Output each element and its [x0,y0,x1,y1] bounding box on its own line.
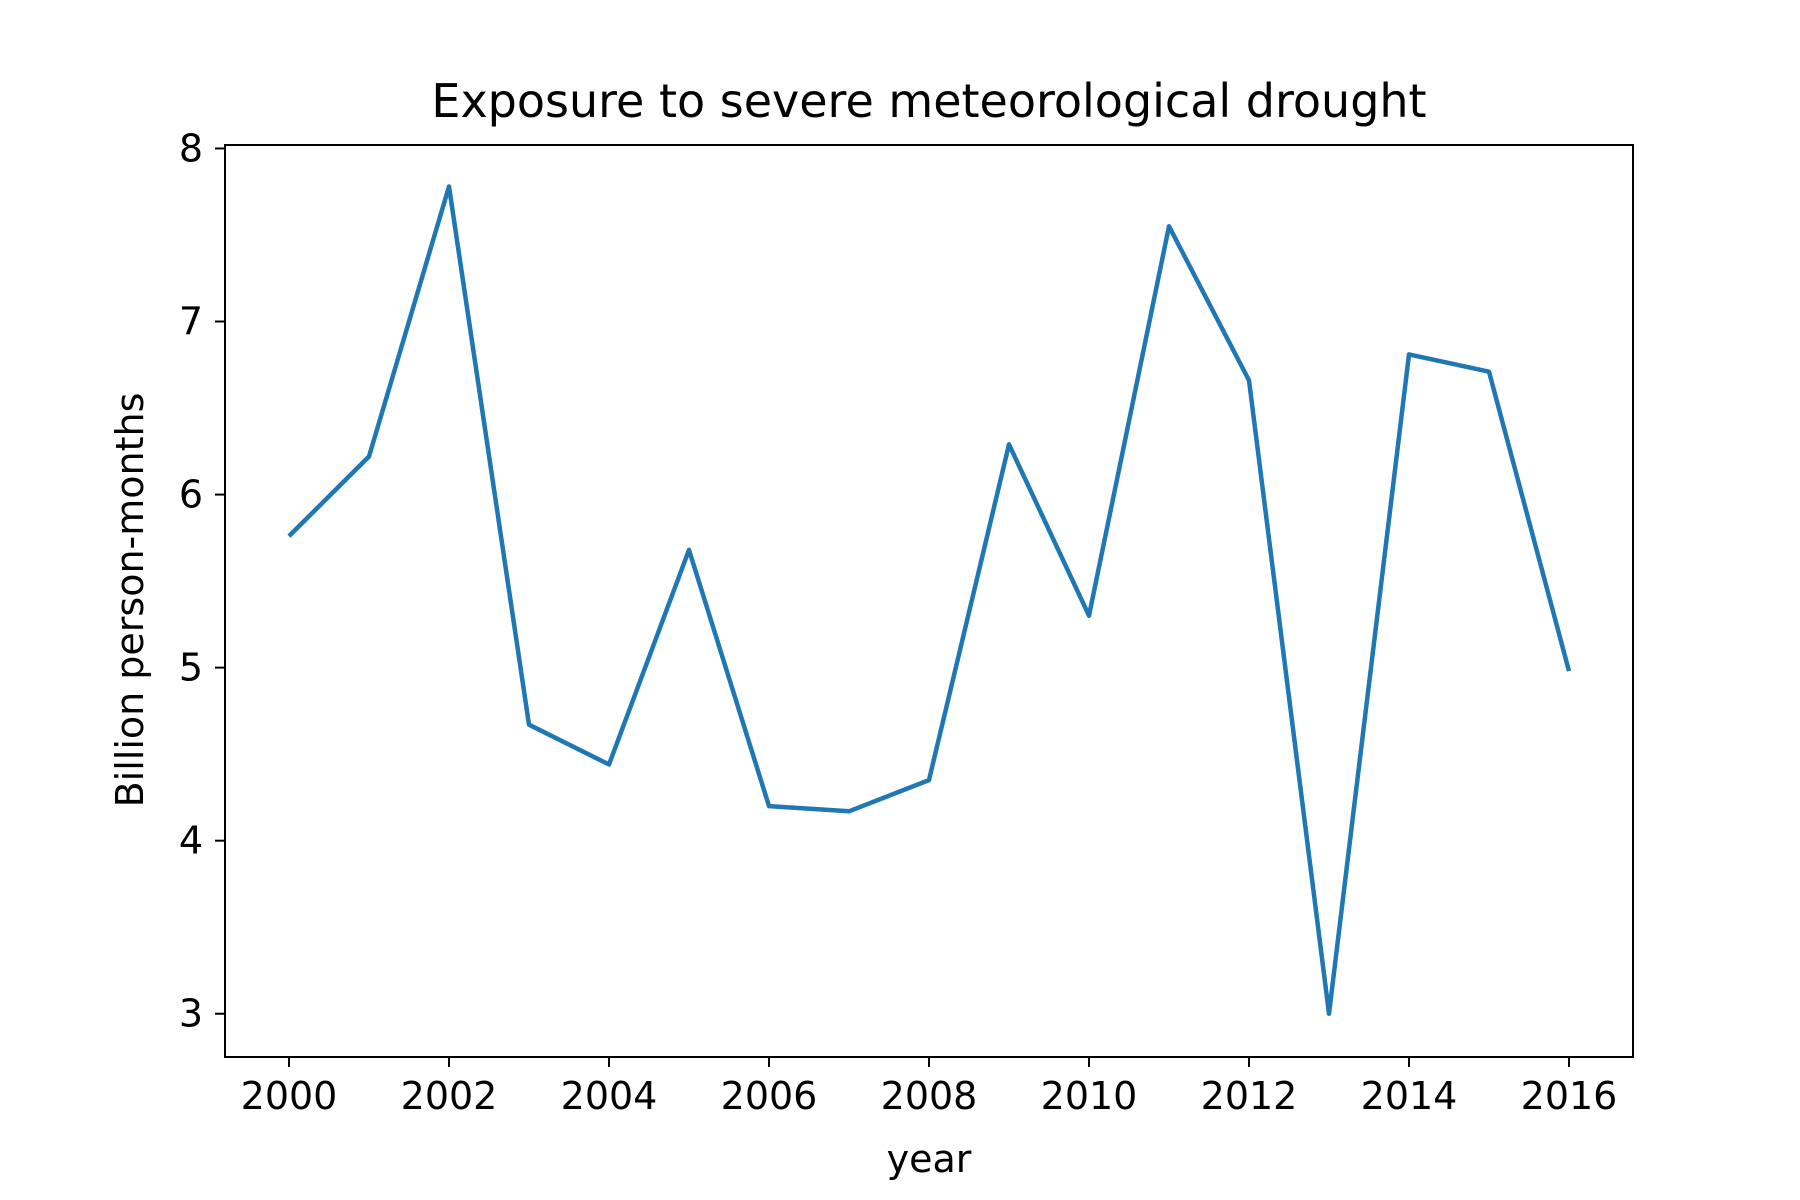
chart-title: Exposure to severe meteorological drough… [431,74,1426,128]
plot-frame [224,144,1634,1058]
y-tick-label: 3 [179,992,203,1036]
x-tick-label: 2012 [1201,1074,1298,1118]
y-tick-label: 7 [179,300,203,344]
x-tick-label: 2010 [1041,1074,1138,1118]
y-tick-label: 5 [179,646,203,690]
x-axis-label: year [887,1137,972,1181]
y-tick-label: 4 [179,819,203,863]
x-tick-label: 2004 [561,1074,658,1118]
x-tick-label: 2014 [1361,1074,1458,1118]
x-tick-label: 2016 [1521,1074,1618,1118]
x-tick-label: 2000 [241,1074,338,1118]
x-tick-label: 2002 [401,1074,498,1118]
plot-area: 2000 2002 2004 2006 2008 2010 2012 2014 2016 3 4 5 6… [179,126,1634,1118]
y-axis-label: Billion person-months [108,393,152,808]
x-tick-label: 2006 [721,1074,818,1118]
y-tick-label: 8 [179,126,203,170]
series-line-0 [287,184,1572,1016]
y-tick-label: 6 [179,473,203,517]
x-tick-label: 2008 [881,1074,978,1118]
